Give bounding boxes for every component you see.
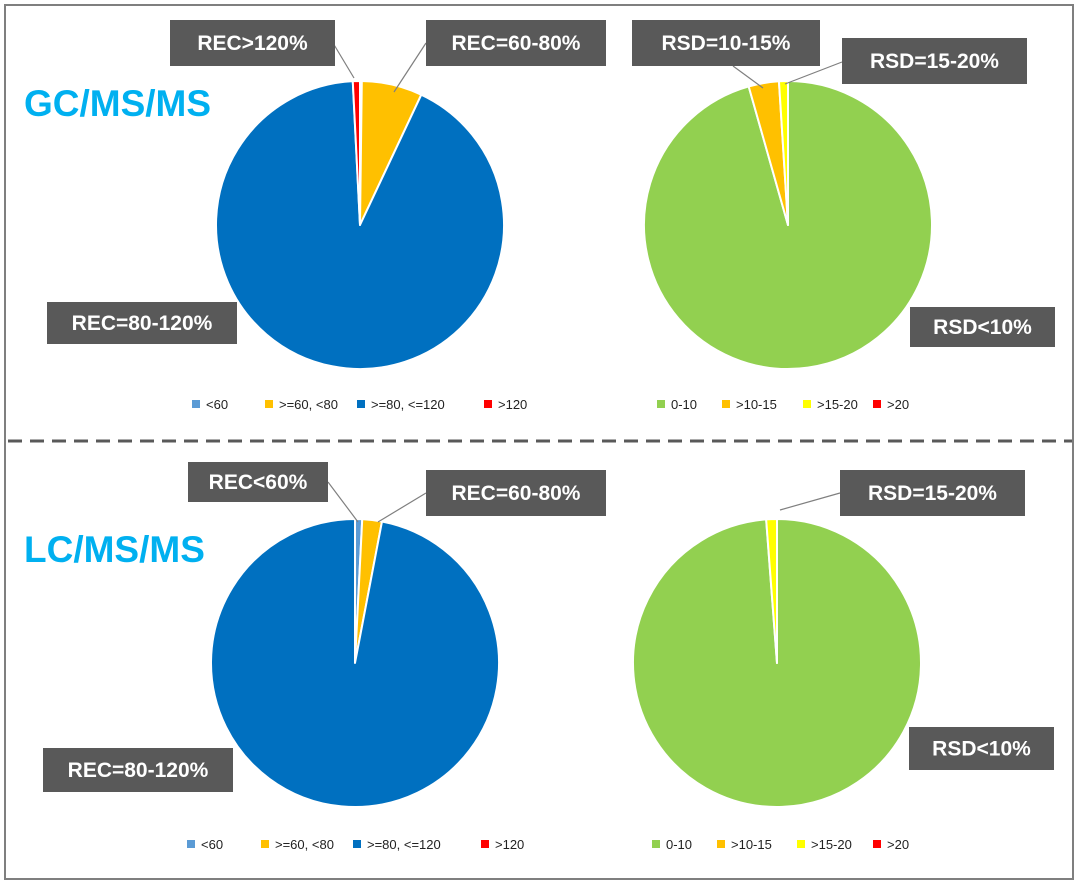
legend-label-gt10-15: >10-15 [731, 837, 772, 852]
legend-swatch-ge60-lt80 [261, 840, 269, 848]
callout-label-reclt60: REC<60% [209, 471, 308, 494]
pie-chart-2: RSD=10-15% RSD=15-20% RSD<10% 0-10 >10-15 >15… [632, 20, 1055, 412]
legend-swatch-lt60 [187, 840, 195, 848]
callout-box [842, 38, 1027, 84]
legend-label-gt20: >20 [887, 837, 909, 852]
legend-swatch-gt15-20 [797, 840, 805, 848]
callout-label-rec-60-80: REC=60-80% [452, 32, 581, 55]
charts-group: GC/MS/MS REC>120% REC=60-80% REC=80-120% <60… [24, 20, 1055, 852]
legend-swatch-gt20 [873, 400, 881, 408]
pie-chart-3: LC/MS/MS REC<60% REC=60-80% REC=80-120% <60 >… [24, 462, 606, 852]
callout-leader-line [393, 42, 427, 93]
legend-swatch-gt120 [481, 840, 489, 848]
legend-swatch-gt120 [484, 400, 492, 408]
section-title: LC/MS/MS [24, 529, 205, 570]
legend-swatch-ge80-le120 [353, 840, 361, 848]
legend-label-gt120: >120 [498, 397, 527, 412]
legend-label-gt15-20: >15-20 [817, 397, 858, 412]
callout-box [909, 727, 1054, 770]
callout-label-rsd-15-20: RSD=15-20% [870, 50, 999, 73]
callout-box [170, 20, 335, 66]
callout-box [188, 462, 328, 502]
pie-slice-gt120 [351, 80, 361, 226]
callout-label-rsd-15-20: RSD=15-20% [868, 482, 997, 505]
legend-label-gt10-15: >10-15 [736, 397, 777, 412]
callout-leader-line [377, 492, 427, 523]
callout-leader-line [784, 61, 843, 85]
legend-label-0-10: 0-10 [671, 397, 697, 412]
callout-box [840, 470, 1025, 516]
callout-label-rec-80-120: REC=80-120% [72, 312, 213, 335]
legend-label-0-10: 0-10 [666, 837, 692, 852]
pie-chart-1: GC/MS/MS REC>120% REC=60-80% REC=80-120% <60… [24, 20, 606, 412]
legend-swatch-gt20 [873, 840, 881, 848]
legend-swatch-0-10 [652, 840, 660, 848]
pie-chart-4: RSD=15-20% RSD<10% 0-10 >10-15 >15-20 >20 [632, 470, 1054, 852]
callout-box [632, 20, 820, 66]
callout-box [426, 470, 606, 516]
legend-swatch-gt15-20 [803, 400, 811, 408]
callout-label-rec-60-80: REC=60-80% [452, 482, 581, 505]
legend-label-gt20: >20 [887, 397, 909, 412]
legend-swatch-lt60 [192, 400, 200, 408]
legend-swatch-gt10-15 [722, 400, 730, 408]
callout-label-rsdlt10: RSD<10% [932, 738, 1031, 761]
legend-swatch-0-10 [657, 400, 665, 408]
legend-label-ge60-lt80: >=60, <80 [279, 397, 338, 412]
legend-label-ge60-lt80: >=60, <80 [275, 837, 334, 852]
pie-slice-ge80-le120 [210, 518, 500, 808]
callout-leader-line [732, 65, 764, 89]
legend-swatch-ge60-lt80 [265, 400, 273, 408]
callout-box [43, 748, 233, 792]
callout-leader-line [779, 492, 841, 511]
pie-slice-gt15-20 [777, 80, 789, 226]
legend-label-ge80-le120: >=80, <=120 [371, 397, 445, 412]
legend-label-gt15-20: >15-20 [811, 837, 852, 852]
section-title: GC/MS/MS [24, 83, 211, 124]
callout-box [910, 307, 1055, 347]
callout-label-rsdlt10: RSD<10% [933, 316, 1032, 339]
legend-swatch-gt10-15 [717, 840, 725, 848]
callout-box [426, 20, 606, 66]
figure-frame [4, 4, 1074, 880]
legend-label-gt120: >120 [495, 837, 524, 852]
callout-label-rsd-10-15: RSD=10-15% [662, 32, 791, 55]
callout-leader-line [327, 481, 359, 523]
callout-label-recgt120: REC>120% [197, 32, 308, 55]
pie-slice-gt15-20 [765, 518, 778, 664]
callout-leader-line [332, 42, 355, 79]
legend-label-ge80-le120: >=80, <=120 [367, 837, 441, 852]
callout-label-rec-80-120: REC=80-120% [68, 759, 209, 782]
legend-swatch-ge80-le120 [357, 400, 365, 408]
legend-label-lt60: <60 [201, 837, 223, 852]
callout-box [47, 302, 237, 344]
legend-label-lt60: <60 [206, 397, 228, 412]
